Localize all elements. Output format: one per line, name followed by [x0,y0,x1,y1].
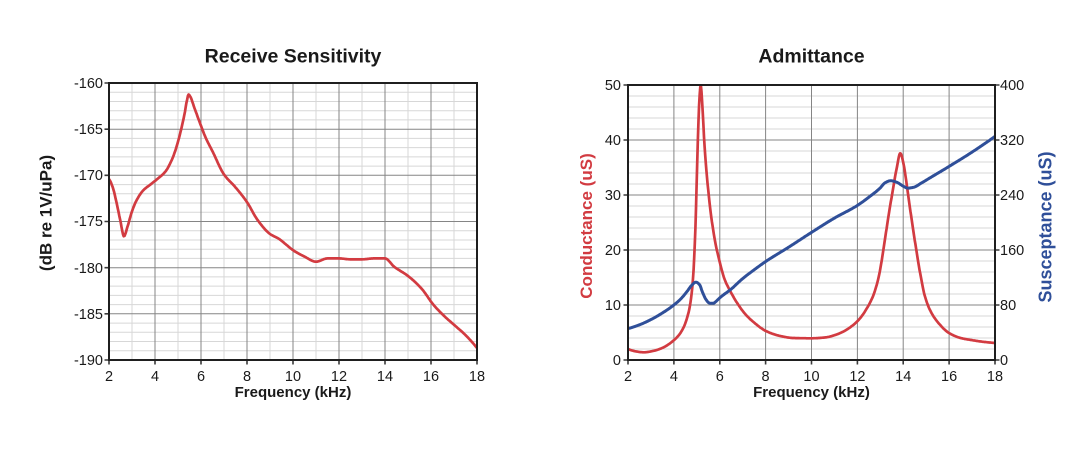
svg-text:18: 18 [987,369,1003,385]
svg-text:0: 0 [1000,353,1008,369]
svg-text:6: 6 [197,369,205,385]
svg-text:-170: -170 [74,168,103,184]
svg-text:8: 8 [243,369,251,385]
svg-text:14: 14 [377,369,393,385]
svg-text:-165: -165 [74,122,103,138]
svg-text:14: 14 [895,369,911,385]
svg-text:0: 0 [613,353,621,369]
svg-text:400: 400 [1000,78,1024,94]
svg-text:Conductance (uS): Conductance (uS) [577,153,596,298]
svg-text:-185: -185 [74,307,103,323]
svg-text:Frequency (kHz): Frequency (kHz) [235,384,352,401]
svg-text:Susceptance (uS): Susceptance (uS) [1036,151,1056,302]
svg-text:2: 2 [105,369,113,385]
svg-text:8: 8 [762,369,770,385]
svg-text:-180: -180 [74,261,103,277]
svg-text:320: 320 [1000,133,1024,149]
svg-text:240: 240 [1000,188,1024,204]
svg-text:12: 12 [331,369,347,385]
svg-text:-190: -190 [74,353,103,369]
svg-text:80: 80 [1000,298,1016,314]
svg-text:(dB re 1V/uPa): (dB re 1V/uPa) [37,155,56,271]
svg-text:10: 10 [803,369,819,385]
svg-text:10: 10 [285,369,301,385]
svg-text:20: 20 [605,243,621,259]
svg-text:Frequency (kHz): Frequency (kHz) [753,384,870,401]
svg-text:40: 40 [605,133,621,149]
svg-text:4: 4 [151,369,159,385]
svg-text:16: 16 [941,369,957,385]
svg-text:50: 50 [605,78,621,94]
svg-text:16: 16 [423,369,439,385]
svg-text:Admittance: Admittance [758,46,864,68]
svg-text:Receive Sensitivity: Receive Sensitivity [205,46,382,68]
svg-text:6: 6 [716,369,724,385]
svg-text:30: 30 [605,188,621,204]
svg-text:-160: -160 [74,76,103,92]
svg-text:2: 2 [624,369,632,385]
svg-text:12: 12 [849,369,865,385]
svg-text:160: 160 [1000,243,1024,259]
svg-text:4: 4 [670,369,678,385]
svg-text:18: 18 [469,369,485,385]
svg-text:-175: -175 [74,214,103,230]
svg-text:10: 10 [605,298,621,314]
